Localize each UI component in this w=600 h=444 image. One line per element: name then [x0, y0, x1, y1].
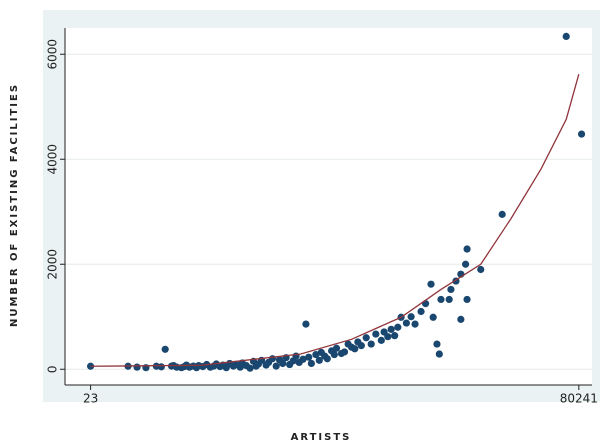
- point: [447, 285, 455, 294]
- point: [362, 334, 370, 342]
- point: [411, 320, 419, 328]
- y-tick-label: 2000: [46, 249, 60, 280]
- x-tick-label: 23: [83, 392, 98, 406]
- y-tick-label: 4000: [46, 144, 60, 175]
- point: [463, 295, 471, 304]
- point: [312, 350, 320, 359]
- point: [161, 345, 169, 353]
- point: [133, 363, 141, 371]
- point: [394, 323, 402, 331]
- point: [402, 319, 410, 327]
- y-tick-label: 6000: [46, 39, 60, 70]
- point: [307, 359, 315, 368]
- y-axis-title: NUMBER OF EXISTING FACILITIES: [9, 83, 20, 327]
- point: [498, 210, 506, 218]
- point: [340, 348, 349, 356]
- point: [292, 352, 300, 360]
- point: [302, 320, 310, 328]
- point: [477, 265, 485, 274]
- plot-region: [65, 28, 592, 385]
- point: [246, 364, 254, 372]
- x-axis-title: ARTISTS: [291, 432, 352, 443]
- point: [157, 363, 165, 371]
- point: [279, 359, 287, 368]
- point: [323, 355, 331, 363]
- x-tick-label: 80241: [560, 392, 598, 406]
- point: [387, 325, 395, 333]
- point: [463, 245, 471, 253]
- point: [445, 295, 453, 304]
- point: [437, 295, 445, 304]
- point: [299, 355, 307, 363]
- point: [457, 315, 465, 323]
- point: [268, 355, 277, 363]
- point: [315, 356, 323, 364]
- point: [391, 332, 399, 340]
- point: [577, 130, 586, 138]
- fit-line: [90, 74, 580, 367]
- point: [429, 313, 437, 321]
- point: [427, 280, 435, 288]
- point: [332, 344, 341, 352]
- point: [372, 330, 380, 338]
- point: [305, 353, 313, 361]
- point: [461, 260, 470, 268]
- point: [417, 307, 425, 316]
- point: [357, 342, 365, 350]
- y-tick-label: 0: [46, 365, 60, 373]
- point: [433, 340, 441, 348]
- point: [377, 336, 385, 344]
- point: [384, 333, 392, 341]
- point: [421, 300, 430, 308]
- point: [367, 340, 375, 348]
- point: [562, 32, 570, 41]
- point: [330, 350, 338, 359]
- point: [272, 362, 280, 370]
- point: [351, 345, 359, 353]
- point: [407, 313, 415, 321]
- point: [435, 350, 443, 358]
